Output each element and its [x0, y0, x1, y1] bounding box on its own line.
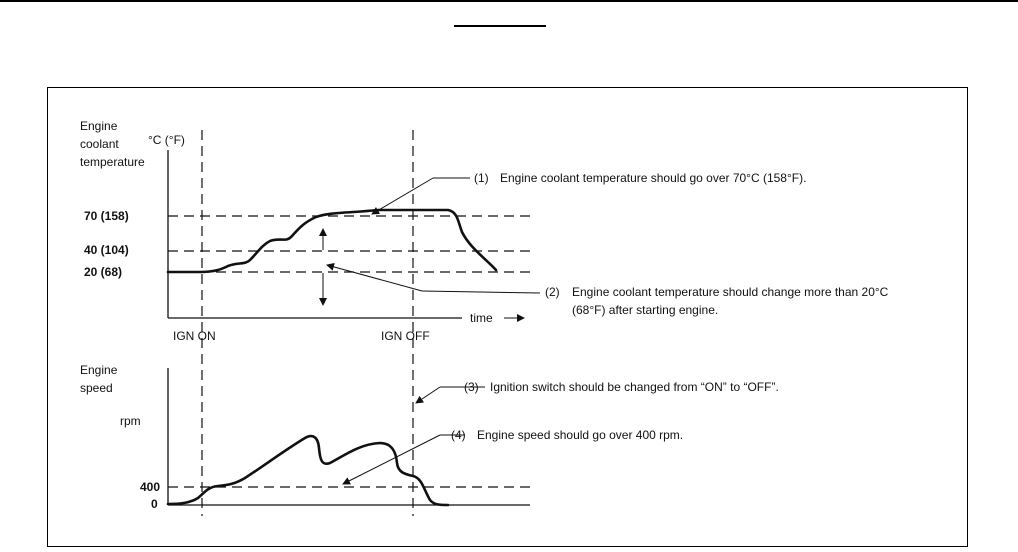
note4-marker: (4) — [451, 428, 466, 442]
temp-tick-20: 20 (68) — [84, 265, 122, 279]
note2-text-line2: (68°F) after starting engine. — [572, 303, 718, 317]
temp-axis-title-line3: temperature — [80, 155, 145, 169]
title-underline — [454, 25, 546, 27]
coolant-temperature-curve — [166, 208, 498, 274]
note1-leader-arrow — [371, 177, 434, 215]
speed-axis-title-line2: speed — [80, 381, 113, 395]
page-top-rule — [0, 0, 1018, 2]
ign-on-label: IGN ON — [173, 329, 216, 343]
note1-marker: (1) — [474, 171, 489, 185]
note3-text: Ignition switch should be changed from “… — [490, 380, 779, 394]
temp-tick-70: 70 (158) — [84, 209, 129, 223]
time-axis-label: time — [470, 311, 493, 325]
note3-leader-arrow — [415, 386, 441, 404]
temp-axis-title-line1: Engine — [80, 119, 118, 133]
note4-text: Engine speed should go over 400 rpm. — [477, 428, 683, 442]
speed-axis-title-line1: Engine — [80, 363, 118, 377]
figure-frame — [47, 87, 968, 547]
engine-speed-curve — [166, 434, 450, 507]
note2-leader-arrow — [326, 262, 423, 292]
note1-text: Engine coolant temperature should go ove… — [500, 171, 806, 185]
ign-off-label: IGN OFF — [381, 329, 430, 343]
note3-marker: (3) — [464, 380, 479, 394]
temp-unit-label: °C (°F) — [148, 133, 185, 147]
note4-leader-arrow — [342, 434, 441, 485]
note2-text-line1: Engine coolant temperature should change… — [572, 285, 889, 299]
speed-unit-label: rpm — [120, 414, 141, 428]
note2-marker: (2) — [545, 285, 560, 299]
speed-tick-0: 0 — [151, 497, 158, 511]
note2-leader-tail — [421, 290, 541, 294]
speed-tick-400: 400 — [140, 480, 160, 494]
temp-axis-title-line2: coolant — [80, 137, 119, 151]
temp-tick-40: 40 (104) — [84, 243, 129, 257]
